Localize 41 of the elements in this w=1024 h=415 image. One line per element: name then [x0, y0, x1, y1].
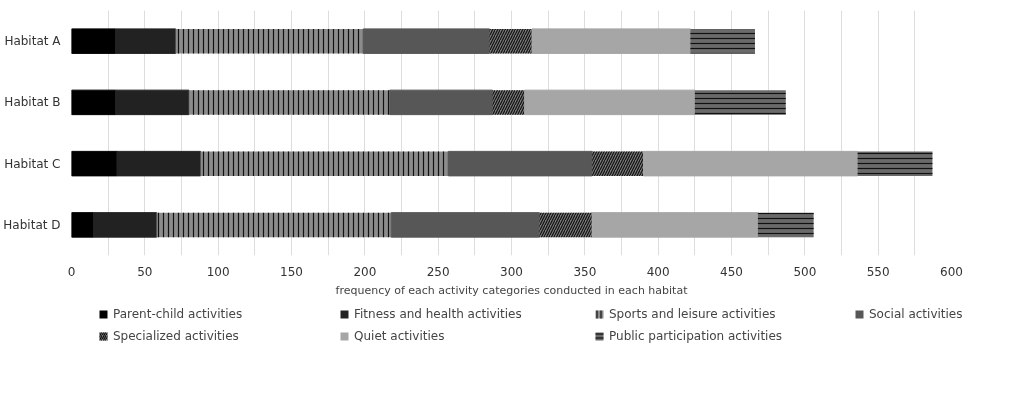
legend-label: Public participation activities — [609, 329, 783, 343]
bar — [115, 28, 177, 54]
x-tick-label: 250 — [426, 264, 450, 279]
x-axis-title: frequency of each activity categories conducted in each habitat — [335, 283, 689, 297]
bar — [362, 28, 490, 54]
y-tick-label: Habitat D — [3, 217, 61, 232]
bar — [71, 28, 116, 54]
x-tick-label: 0 — [67, 264, 76, 279]
bar — [116, 150, 202, 177]
x-tick-label: 350 — [573, 264, 597, 279]
legend-label: Parent-child activities — [113, 307, 243, 321]
x-tick-label: 300 — [500, 264, 523, 279]
bar — [115, 89, 190, 116]
legend-label: Quiet activities — [354, 329, 445, 343]
y-tick-label: Habitat A — [4, 34, 62, 49]
bar — [71, 212, 94, 238]
bar — [524, 89, 696, 116]
x-tick-label: 500 — [793, 264, 817, 279]
x-tick-label: 550 — [866, 264, 890, 279]
bar — [93, 212, 158, 238]
x-tick-label: 50 — [137, 264, 153, 279]
bar — [389, 89, 493, 116]
legend-label: Fitness and health activities — [354, 307, 522, 321]
bar — [447, 150, 593, 177]
y-tick-label: Habitat C — [4, 156, 61, 171]
bar — [390, 212, 540, 238]
y-tick-label: Habitat B — [4, 95, 61, 110]
legend-label: Sports and leisure activities — [609, 307, 776, 321]
x-tick-label: 450 — [720, 264, 743, 279]
x-tick-label: 400 — [646, 264, 670, 279]
bar — [71, 150, 118, 177]
bar — [591, 212, 759, 238]
x-tick-label: 600 — [940, 264, 963, 279]
x-tick-label: 200 — [353, 264, 377, 279]
legend-label: Specialized activities — [113, 329, 239, 343]
bar — [71, 89, 116, 116]
x-tick-label: 100 — [206, 264, 230, 279]
legend-label: Social activities — [869, 307, 963, 321]
x-tick-label: 150 — [280, 264, 303, 279]
bar — [531, 28, 691, 54]
bar — [643, 150, 859, 177]
